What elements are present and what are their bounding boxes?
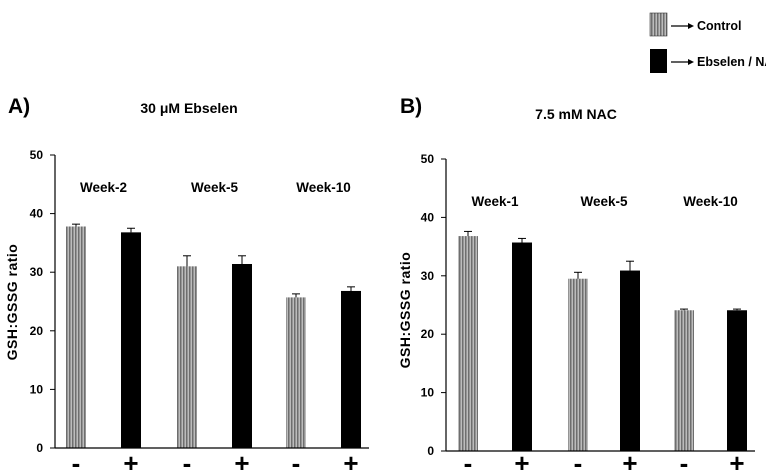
y-tick-label: 0 [427,444,434,458]
y-tick-label: 20 [421,327,435,341]
legend-item-treatment: Ebselen / NAC [650,49,766,73]
legend-label-treatment: Ebselen / NAC [697,55,766,69]
panel-a-y-axis-label: GSH:GSSG ratio [4,244,20,361]
panel-b-axes [445,159,755,452]
bar-control [66,226,86,448]
group-label: Week-10 [296,180,351,195]
minus-label: - [574,448,583,474]
minus-label: - [72,448,81,474]
bar-control [674,310,694,451]
bar-control [568,278,588,451]
plus-label: + [729,448,744,474]
bar-control [177,266,197,448]
y-tick-label: 30 [30,265,44,279]
panel-b-title: 7.5 mM NAC [535,106,617,122]
panel-a-title: 30 μM Ebselen [140,100,237,116]
bar-treatment [727,310,747,451]
y-tick-label: 10 [421,386,435,400]
minus-label: - [464,448,473,474]
panel-a-letter: A) [8,95,30,118]
bar-treatment [620,270,640,451]
panel-b-y-axis-label: GSH:GSSG ratio [397,252,413,369]
group-label: Week-1 [471,194,519,209]
y-tick-label: 30 [421,269,435,283]
panel-a-chart: A) 30 μM Ebselen GSH:GSSG ratio Week-2 We… [4,95,369,474]
legend-label-control: Control [697,19,741,33]
bar-treatment [341,290,361,448]
bar-treatment [232,263,252,448]
legend-arrowhead-treatment [688,59,694,65]
group-label: Week-5 [580,194,628,209]
panel-b-letter: B) [400,95,422,118]
y-tick-label: 50 [30,148,44,162]
group-label: Week-2 [80,180,127,195]
bar-treatment [512,242,532,451]
y-tick-label: 40 [30,207,44,221]
group-label: Week-5 [191,180,239,195]
y-tick-label: 40 [421,210,435,224]
panel-b-chart: B) 7.5 mM NAC GSH:GSSG ratio Week-1 Week-… [397,95,755,474]
y-tick-label: 50 [421,152,435,166]
legend-swatch-control [649,12,668,37]
minus-label: - [292,448,301,474]
minus-label: - [183,448,192,474]
legend-arrowhead-control [688,23,694,29]
legend-swatch-treatment [650,49,667,73]
y-tick-label: 20 [30,324,44,338]
legend-item-control: Control [649,12,741,37]
y-tick-label: 0 [36,441,43,455]
minus-label: - [680,448,689,474]
bar-control [458,236,478,451]
y-tick-label: 10 [30,382,44,396]
panel-a-axes [54,155,369,449]
plus-label: + [343,448,358,474]
legend: Control Ebselen / NAC [649,12,766,73]
plus-label: + [234,448,249,474]
bar-control [286,297,306,448]
group-label: Week-10 [683,194,738,209]
plus-label: + [123,448,138,474]
plus-label: + [514,448,529,474]
bar-treatment [121,232,141,448]
plus-label: + [622,448,637,474]
